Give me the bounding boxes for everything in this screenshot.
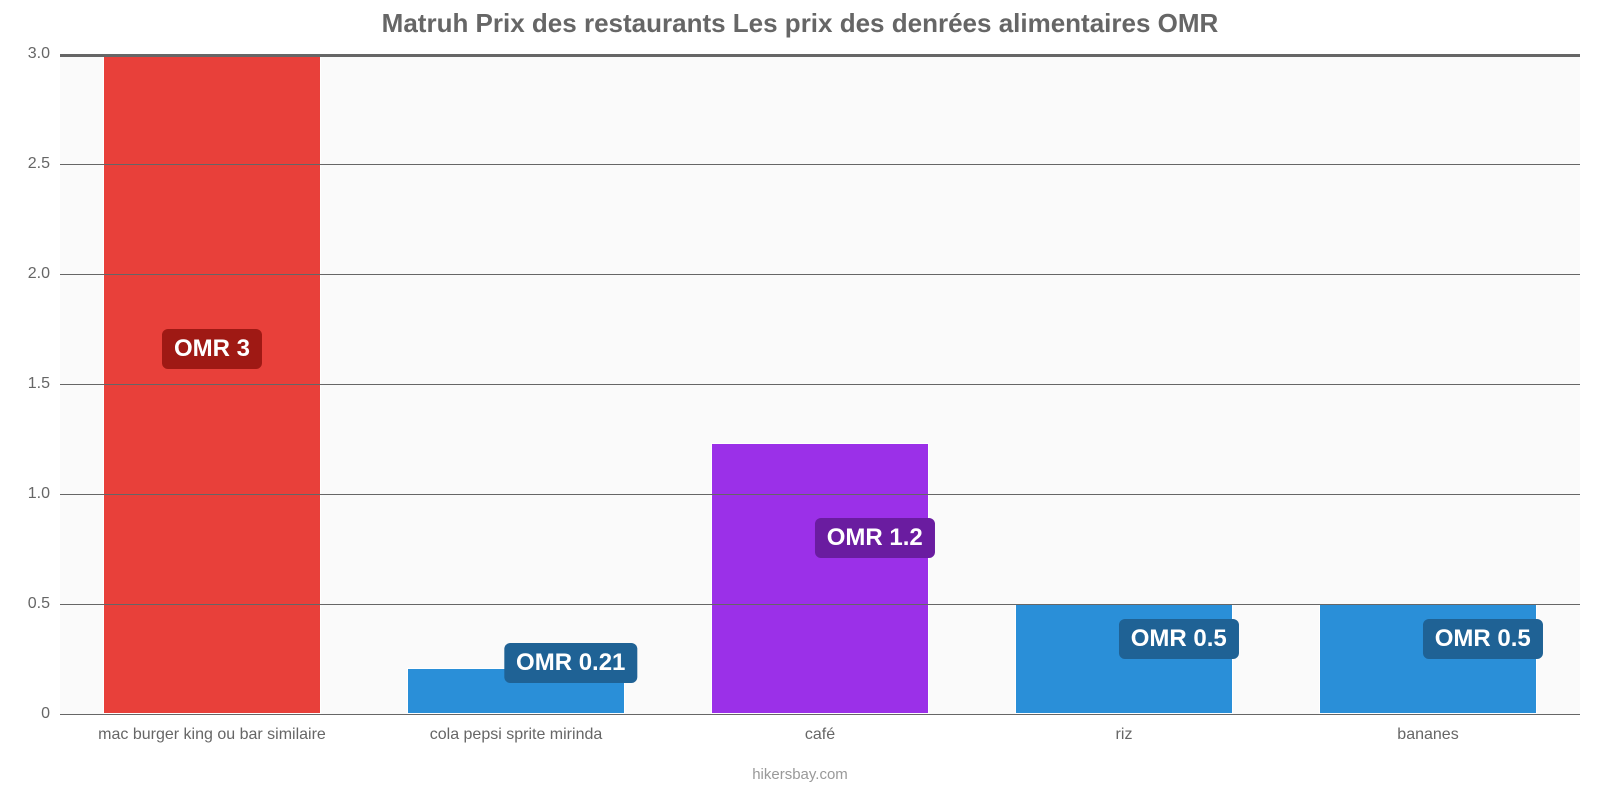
gridline (60, 274, 1580, 275)
bar-value-label: OMR 0.5 (1119, 619, 1239, 659)
xcategory-label: riz (1116, 714, 1133, 744)
ytick-label: 3.0 (28, 45, 60, 63)
xcategory-label: café (805, 714, 835, 744)
ytick-label: 2.5 (28, 155, 60, 173)
bar-value-label: OMR 3 (162, 329, 262, 369)
gridline (60, 604, 1580, 605)
price-chart: Matruh Prix des restaurants Les prix des… (0, 0, 1600, 800)
bar-value-label: OMR 0.21 (504, 643, 637, 683)
ytick-label: 1.0 (28, 485, 60, 503)
xcategory-label: cola pepsi sprite mirinda (430, 714, 603, 744)
ytick-label: 2.0 (28, 265, 60, 283)
gridline (60, 164, 1580, 165)
bar-value-label: OMR 0.5 (1423, 619, 1543, 659)
ytick-label: 0 (41, 705, 60, 723)
xcategory-label: bananes (1397, 714, 1458, 744)
xcategory-label: mac burger king ou bar similaire (98, 714, 326, 744)
bar-value-label: OMR 1.2 (815, 518, 935, 558)
attribution-text: hikersbay.com (0, 766, 1600, 783)
ytick-label: 0.5 (28, 595, 60, 613)
gridline (60, 384, 1580, 385)
plot-area: 00.51.01.52.02.53.0mac burger king ou ba… (60, 54, 1580, 714)
gridline (60, 494, 1580, 495)
chart-title: Matruh Prix des restaurants Les prix des… (0, 8, 1600, 39)
bar (711, 443, 930, 714)
ytick-label: 1.5 (28, 375, 60, 393)
gridline (60, 54, 1580, 57)
